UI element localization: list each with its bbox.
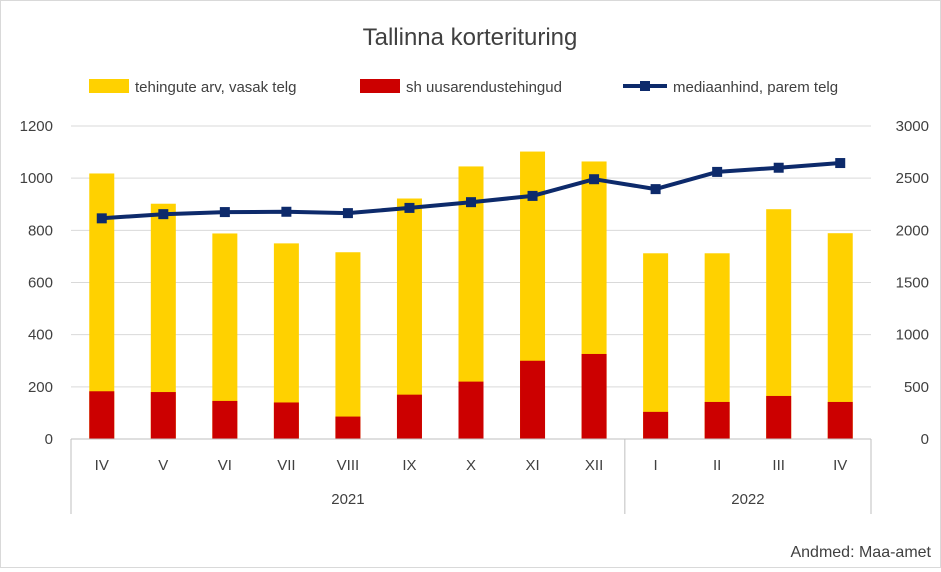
chart-title: Tallinna korterituring — [363, 24, 578, 51]
left-tick-label: 1200 — [20, 118, 53, 135]
bar-new-developments — [581, 353, 607, 439]
legend: tehingute arv, vasak telg sh uusarendust… — [89, 79, 838, 96]
bar-transactions — [335, 252, 361, 439]
x-tick-label: VII — [277, 457, 295, 474]
line-median-price — [96, 158, 846, 224]
bar-new-developments — [458, 381, 484, 439]
median-price-point — [466, 197, 476, 208]
right-tick-label: 1000 — [896, 327, 929, 344]
bar-new-developments — [89, 391, 115, 439]
median-price-point — [404, 202, 415, 213]
x-tick-label: IV — [95, 457, 109, 474]
x-tick-label: VI — [218, 457, 232, 474]
legend-label-transactions: tehingute arv, vasak telg — [135, 79, 296, 96]
x-tick-label: XI — [525, 457, 539, 474]
right-tick-label: 500 — [904, 379, 929, 396]
bars-new-developments — [89, 353, 853, 439]
median-price-point — [589, 174, 600, 185]
bar-new-developments — [335, 416, 361, 439]
median-price-point — [650, 184, 661, 195]
right-axis-ticks: 0 500 1000 1500 2000 2500 3000 — [896, 118, 929, 448]
median-price-point — [835, 158, 846, 169]
right-tick-label: 0 — [921, 431, 929, 448]
right-tick-label: 2000 — [896, 222, 929, 239]
median-price-point — [527, 190, 538, 201]
bar-new-developments — [396, 394, 422, 439]
legend-swatch-transactions — [89, 79, 129, 93]
left-tick-label: 800 — [28, 222, 53, 239]
x-tick-label: X — [466, 457, 476, 474]
left-tick-label: 1000 — [20, 170, 53, 187]
left-tick-label: 200 — [28, 379, 53, 396]
bar-new-developments — [643, 411, 669, 439]
median-price-point — [281, 206, 292, 217]
right-tick-label: 2500 — [896, 170, 929, 187]
bar-new-developments — [704, 401, 730, 439]
x-group-label: 2021 — [331, 491, 364, 508]
legend-label-new-developments: sh uusarendustehingud — [406, 79, 562, 96]
median-price-point — [773, 162, 784, 173]
left-tick-label: 600 — [28, 275, 53, 292]
legend-swatch-new-developments — [360, 79, 400, 93]
left-tick-label: 0 — [45, 431, 53, 448]
bar-new-developments — [273, 402, 299, 439]
x-group-label: 2022 — [731, 491, 764, 508]
x-tick-label: I — [654, 457, 658, 474]
right-tick-label: 3000 — [896, 118, 929, 135]
bar-new-developments — [150, 392, 176, 439]
x-tick-label: IV — [833, 457, 847, 474]
bar-new-developments — [827, 401, 853, 439]
bar-new-developments — [766, 395, 792, 439]
left-tick-label: 400 — [28, 327, 53, 344]
right-tick-label: 1500 — [896, 275, 929, 292]
x-tick-label: V — [158, 457, 168, 474]
source-note: Andmed: Maa-amet — [790, 544, 931, 561]
x-tick-label: IX — [402, 457, 416, 474]
legend-marker-median-price — [640, 81, 650, 91]
bar-transactions — [643, 253, 669, 439]
median-price-point — [158, 209, 169, 220]
left-axis-ticks: 0 200 400 600 800 1000 1200 — [20, 118, 53, 448]
median-price-point — [219, 207, 230, 218]
median-price-point — [342, 208, 353, 219]
bar-new-developments — [212, 400, 238, 439]
bar-new-developments — [520, 360, 546, 439]
x-tick-label: III — [772, 457, 785, 474]
median-price-point — [96, 213, 107, 224]
x-tick-label: XII — [585, 457, 603, 474]
x-tick-label: VIII — [337, 457, 360, 474]
legend-label-median-price: mediaanhind, parem telg — [673, 79, 838, 96]
x-tick-label: II — [713, 457, 721, 474]
median-price-point — [712, 166, 723, 177]
